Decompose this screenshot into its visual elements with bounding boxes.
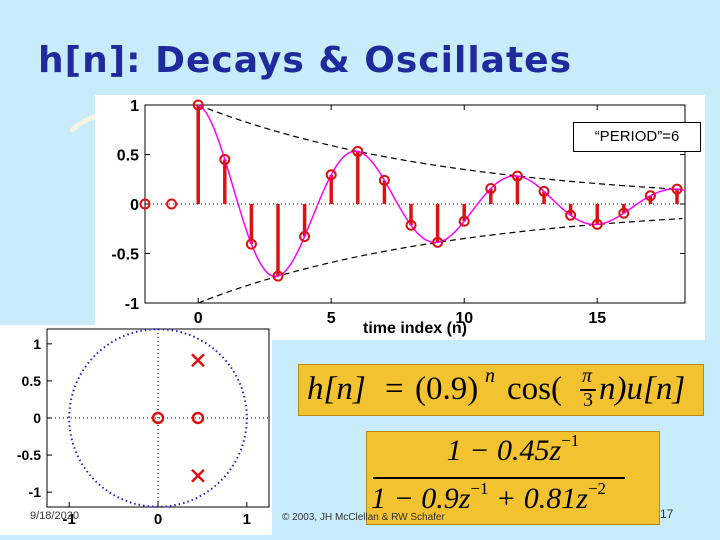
unit-circle bbox=[68, 328, 248, 508]
hn-fraction-bar bbox=[580, 389, 596, 391]
stem-marker bbox=[485, 182, 497, 194]
impulse-response-formula: h[n] = (0.9) n cos( π 3 n)u[n] bbox=[298, 364, 704, 416]
stem-marker bbox=[405, 219, 417, 231]
stem-plot-panel: 1 0.5 0 -0.5 -1 0 5 10 15 time index (n) “PERIOD… bbox=[95, 95, 705, 340]
slide-date: 9/18/2020 bbox=[30, 510, 79, 522]
slide-page-number: 17 bbox=[660, 507, 674, 521]
hz-fraction-bar bbox=[373, 477, 625, 479]
hz-denominator-b-exponent: −2 bbox=[587, 479, 607, 498]
stem-marker bbox=[538, 185, 550, 197]
pole-marker bbox=[191, 353, 205, 368]
y-tick-label: -1 bbox=[125, 296, 139, 313]
stem-marker bbox=[591, 218, 603, 230]
stem-marker bbox=[299, 230, 311, 242]
y-tick-label: 0.5 bbox=[117, 148, 139, 165]
stem-marker bbox=[671, 183, 683, 195]
pole-zero-plot: 1 0.5 0 -0.5 -1 -1 0 1 bbox=[17, 328, 270, 528]
hz-numerator: 1 − 0.45z bbox=[446, 434, 562, 467]
y-tick-label: -0.5 bbox=[111, 247, 139, 264]
x-tick-label: 15 bbox=[588, 310, 606, 327]
stem-marker bbox=[352, 145, 364, 157]
hn-tail: n)u[n] bbox=[599, 371, 686, 407]
hn-pi: π bbox=[582, 365, 593, 387]
x-tick-label: 10 bbox=[455, 310, 473, 327]
period-annotation: “PERIOD”=6 bbox=[573, 122, 701, 152]
upper-envelope bbox=[197, 104, 683, 191]
stem-marker bbox=[192, 99, 204, 111]
hz-denominator-a-exponent: −1 bbox=[470, 479, 489, 498]
pole-marker bbox=[191, 468, 205, 483]
hz-denominator-a: 1 − 0.9z bbox=[371, 482, 471, 515]
slide-title: h[n]: Decays & Oscillates bbox=[38, 40, 573, 81]
zero-marker bbox=[191, 411, 205, 425]
pz-x-tick-label: 0 bbox=[154, 511, 162, 528]
pz-x-tick-label: 1 bbox=[243, 511, 251, 528]
y-tick-label: 1 bbox=[130, 98, 139, 115]
zero-marker bbox=[151, 411, 165, 425]
x-tick-label: 5 bbox=[327, 310, 336, 327]
stem-marker bbox=[245, 238, 257, 250]
pz-y-tick-label: 1 bbox=[33, 336, 41, 352]
system-function-formula: 1 − 0.45z−1 1 − 0.9z−1 + 0.81z−2 bbox=[366, 431, 660, 525]
slide-copyright: © 2003, JH McClellan & RW Schafer bbox=[282, 512, 445, 523]
hn-lhs: h[n] bbox=[307, 371, 366, 407]
period-annotation-text: “PERIOD”=6 bbox=[594, 128, 680, 145]
stem-marker bbox=[618, 207, 630, 219]
stem-marker bbox=[458, 215, 470, 227]
hz-numerator-exponent: −1 bbox=[561, 431, 580, 450]
hn-three: 3 bbox=[583, 389, 593, 411]
hn-base: (0.9) bbox=[415, 371, 479, 407]
pz-y-tick-label: 0 bbox=[33, 410, 41, 426]
stem-marker bbox=[219, 153, 231, 165]
stem-marker bbox=[378, 174, 390, 186]
x-tick-label: 0 bbox=[194, 310, 203, 327]
hz-denominator-b: + 0.81z bbox=[488, 482, 588, 515]
stem-marker bbox=[139, 198, 151, 210]
stem-marker bbox=[644, 190, 656, 202]
pz-y-tick-label: -0.5 bbox=[17, 447, 41, 463]
x-axis-label: time index (n) bbox=[363, 320, 467, 337]
stem-marker bbox=[511, 170, 523, 182]
stem-marker bbox=[166, 198, 178, 210]
pz-y-tick-label: -1 bbox=[29, 484, 42, 500]
hn-cos: cos( bbox=[507, 371, 562, 407]
hn-exponent: n bbox=[485, 365, 495, 387]
stem-marker bbox=[432, 236, 444, 248]
hn-equals: = bbox=[385, 371, 404, 407]
pz-x-tick-label: -1 bbox=[63, 511, 76, 528]
y-tick-label: 0 bbox=[130, 197, 139, 214]
stem-marker bbox=[325, 169, 337, 181]
stem-marker bbox=[565, 209, 577, 221]
pz-y-tick-label: 0.5 bbox=[22, 373, 42, 389]
stem-marker bbox=[272, 270, 284, 282]
pole-zero-plot-panel: 1 0.5 0 -0.5 -1 -1 0 1 bbox=[0, 325, 272, 535]
